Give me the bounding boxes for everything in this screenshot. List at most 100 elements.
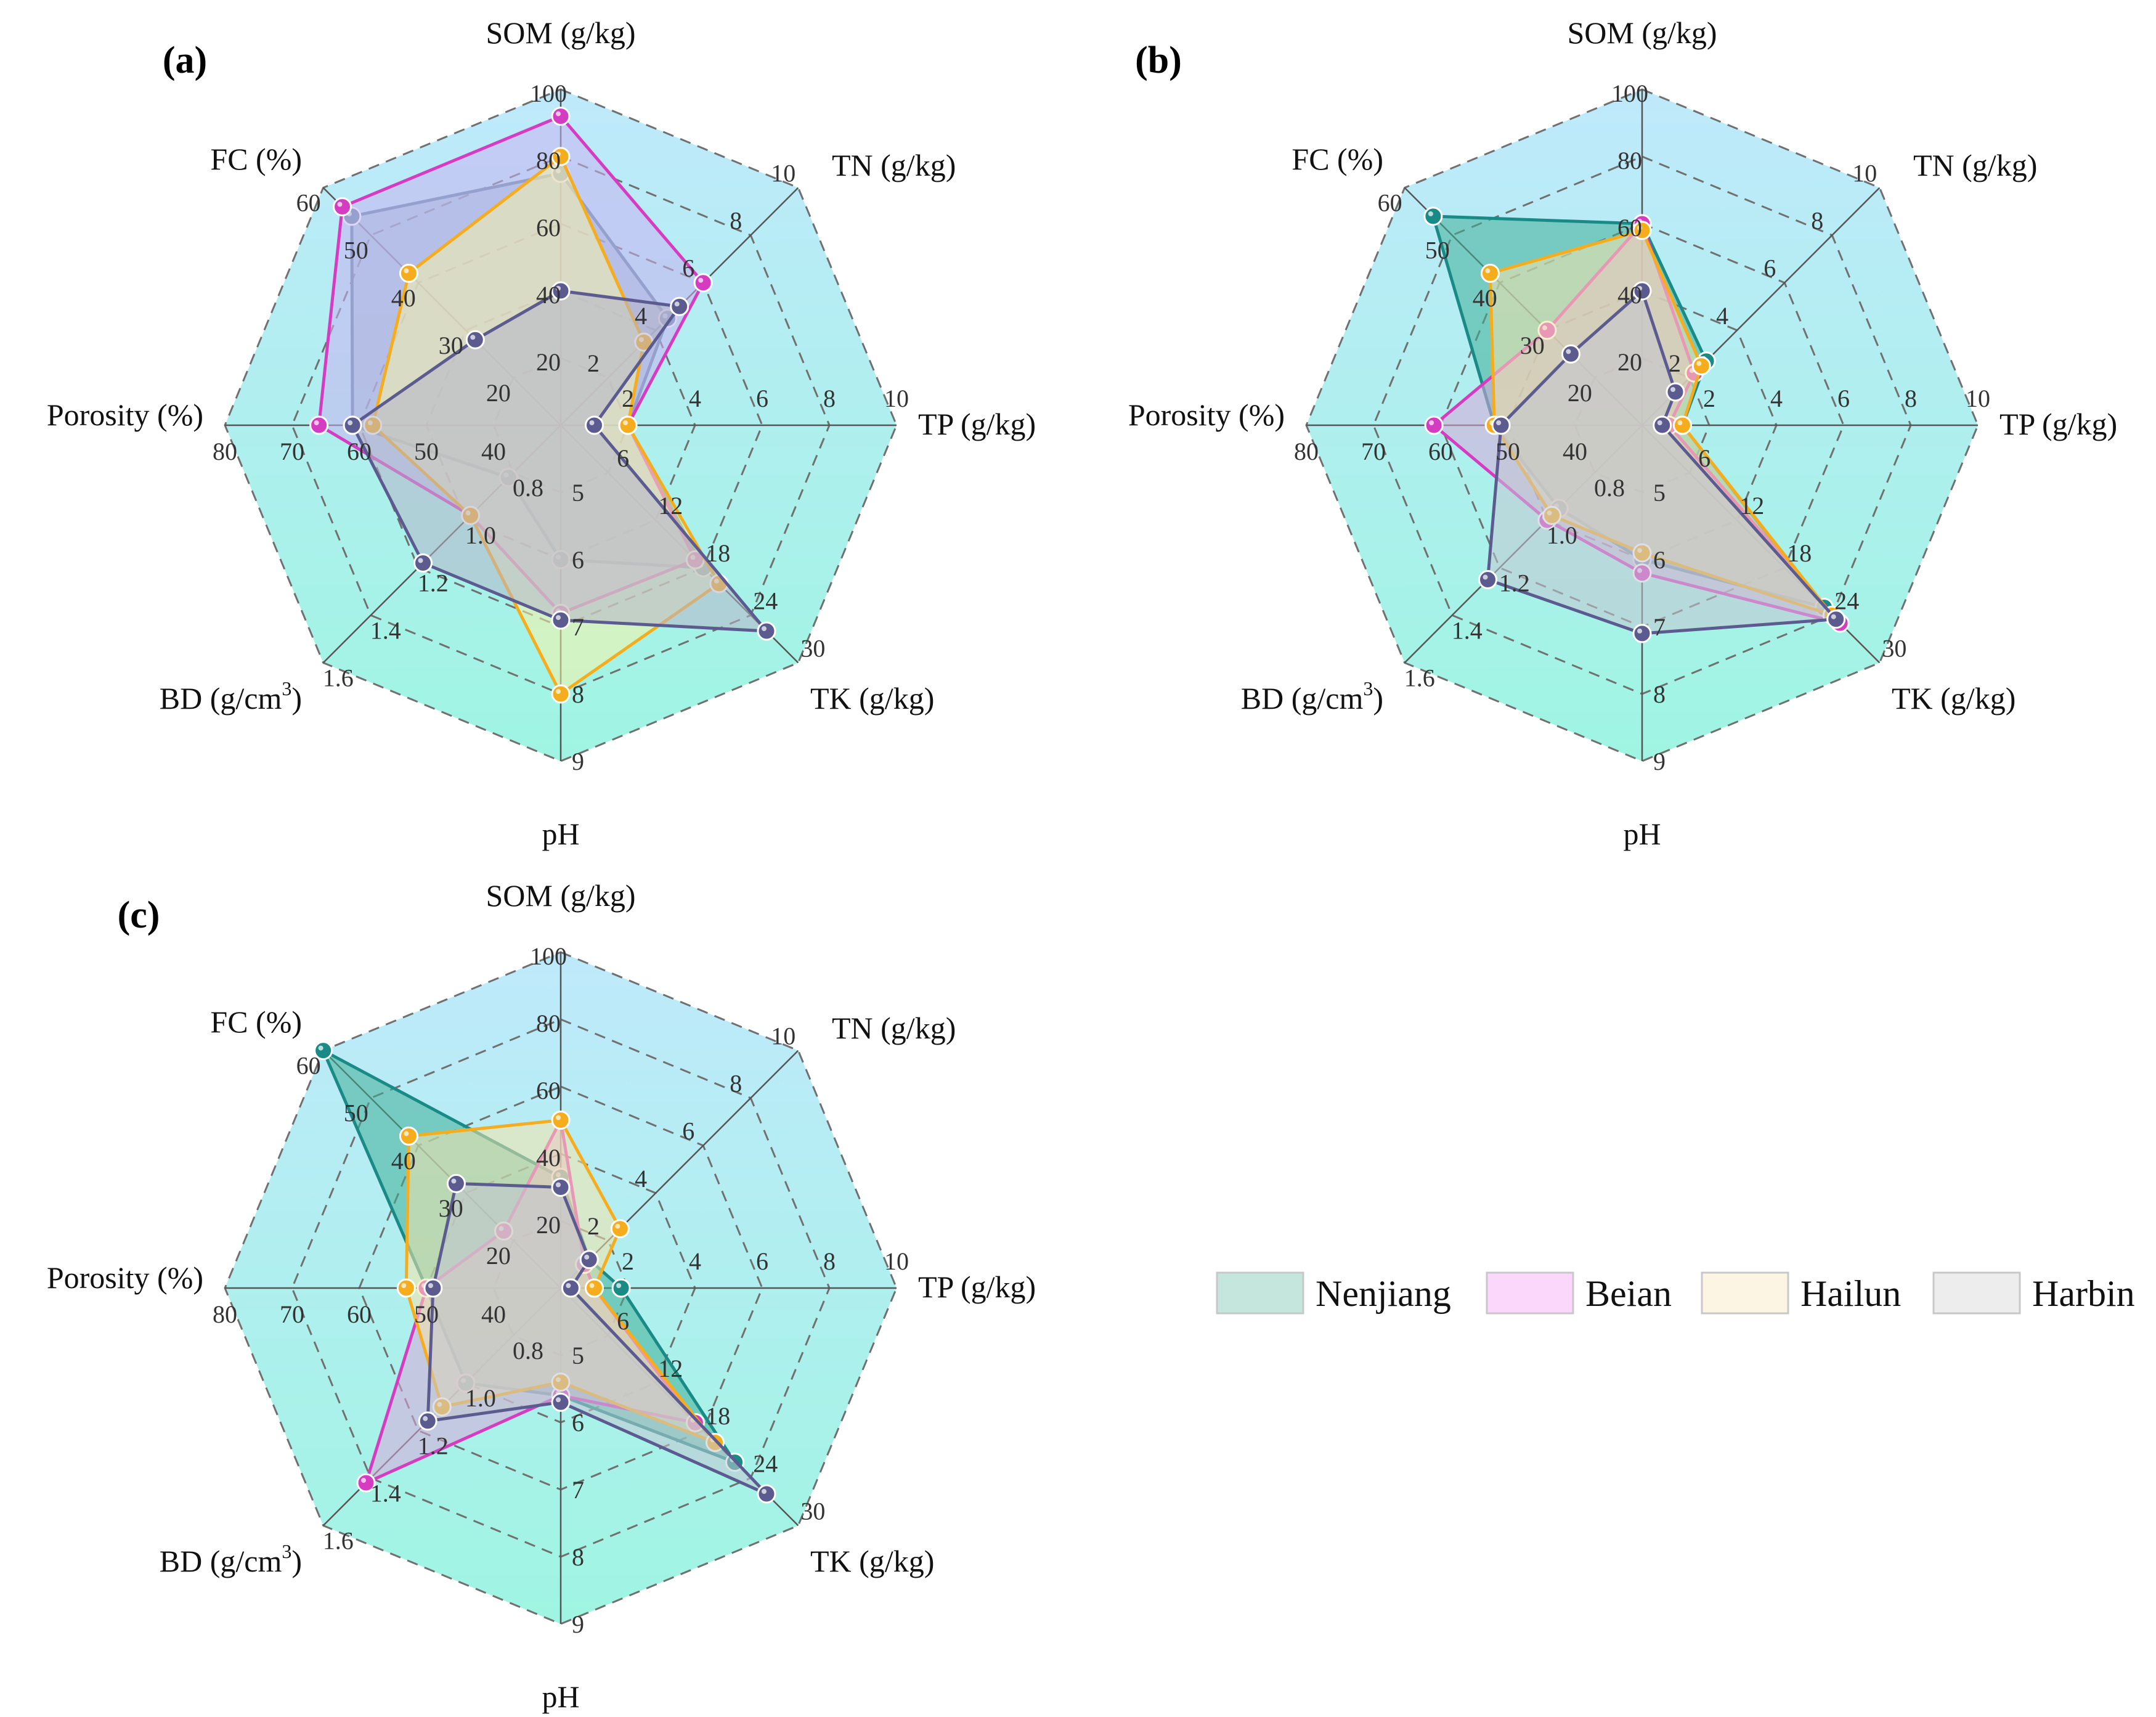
axis-title-tk-g-kg: TK (g/kg): [1892, 681, 2016, 716]
tick-label: 30: [439, 1194, 463, 1222]
data-point-highlight: [556, 111, 561, 116]
tick-label: 4: [635, 1165, 647, 1193]
tick-label: 30: [800, 1497, 825, 1525]
tick-label: 80: [536, 1009, 561, 1037]
tick-label: 80: [1294, 438, 1319, 465]
tick-label: 1.2: [1499, 569, 1530, 597]
panel-label: (c): [118, 894, 160, 936]
data-point-highlight: [584, 1254, 590, 1260]
tick-label: 7: [572, 1476, 584, 1504]
data-point-fc: [399, 1126, 418, 1146]
data-point-tn-g-kg: [693, 273, 713, 293]
data-point-highlight: [589, 1283, 595, 1288]
axis-title-som-g-kg: SOM (g/kg): [486, 878, 635, 913]
data-point-highlight: [428, 1283, 433, 1288]
tick-label: 0.8: [513, 474, 543, 502]
tick-label: 20: [486, 379, 511, 407]
axis-title-som-g-kg: SOM (g/kg): [486, 15, 635, 50]
tick-label: 2: [622, 385, 634, 412]
data-point-tp-g-kg: [585, 415, 604, 435]
axis-title-fc: FC (%): [1292, 142, 1383, 176]
tick-label: 9: [572, 748, 584, 775]
data-point-fc: [333, 197, 352, 216]
axis-title-fc: FC (%): [210, 142, 302, 176]
data-point-porosity: [423, 1278, 443, 1298]
data-point-tk-g-kg: [1826, 610, 1846, 629]
data-point-highlight: [698, 277, 704, 283]
tick-label: 60: [347, 1300, 372, 1328]
tick-label: 40: [391, 284, 416, 312]
tick-label: 1.2: [418, 1432, 449, 1459]
data-point-highlight: [556, 1115, 561, 1120]
data-point-fc: [399, 263, 418, 283]
tick-label: 50: [414, 1300, 439, 1328]
tick-label: 4: [689, 385, 701, 412]
data-point-highlight: [1677, 420, 1683, 425]
tick-label: 50: [1425, 237, 1450, 264]
tick-label: 8: [823, 1247, 836, 1275]
axis-title-tp-g-kg: TP (g/kg): [1999, 407, 2117, 441]
data-point-fc: [1561, 344, 1580, 364]
data-point-ph: [551, 684, 571, 704]
data-point-porosity: [1424, 415, 1444, 435]
tick-label: 8: [730, 1070, 742, 1098]
tick-label: 10: [771, 160, 795, 187]
tick-label: 9: [572, 1610, 584, 1638]
tick-label: 7: [1653, 613, 1666, 641]
data-point-tn-g-kg: [610, 1219, 630, 1239]
data-point-highlight: [470, 335, 476, 340]
legend-swatch-nenjiang: [1216, 1271, 1304, 1315]
tick-label: 70: [280, 438, 304, 465]
data-point-highlight: [674, 301, 680, 307]
tick-label: 2: [1703, 385, 1715, 412]
tick-label: 60: [536, 214, 561, 242]
data-point-highlight: [762, 1489, 767, 1494]
tick-label: 20: [536, 1211, 561, 1239]
tick-label: 40: [391, 1147, 416, 1175]
legend-label-beian: Beian: [1585, 1273, 1672, 1314]
data-point-highlight: [556, 152, 561, 157]
panel-label: (a): [163, 39, 207, 81]
data-point-tk-g-kg: [757, 1484, 776, 1504]
tick-label: 6: [1763, 255, 1776, 282]
tick-label: 80: [213, 1300, 237, 1328]
data-point-highlight: [404, 1131, 409, 1136]
tick-label: 5: [572, 479, 584, 507]
data-point-ph: [551, 1392, 571, 1412]
data-point-highlight: [589, 420, 595, 425]
tick-label: 60: [296, 189, 321, 217]
data-point-tp-g-kg: [1653, 415, 1672, 435]
tick-label: 1.0: [1547, 521, 1577, 549]
tick-label: 2: [622, 1247, 634, 1275]
data-point-highlight: [1657, 420, 1662, 425]
data-point-highlight: [348, 420, 353, 425]
data-point-highlight: [1428, 211, 1433, 216]
tick-label: 6: [756, 1247, 768, 1275]
data-point-fc: [1423, 206, 1443, 226]
tick-label: 70: [280, 1300, 304, 1328]
tick-label: 40: [481, 1300, 506, 1328]
tick-label: 6: [756, 385, 768, 412]
axis-title-ph: pH: [1623, 817, 1661, 851]
data-point-highlight: [556, 615, 561, 621]
data-point-highlight: [423, 1416, 428, 1421]
data-point-highlight: [566, 1283, 571, 1288]
tick-label: 1.4: [370, 616, 401, 644]
axis-title-fc: FC (%): [210, 1005, 302, 1039]
tick-label: 80: [536, 147, 561, 174]
data-point-highlight: [318, 1045, 323, 1051]
tick-label: 24: [753, 1450, 778, 1477]
tick-label: 40: [1473, 284, 1497, 312]
tick-label: 80: [213, 438, 237, 465]
legend-label-hailun: Hailun: [1800, 1273, 1901, 1314]
data-point-tn-g-kg: [1691, 356, 1711, 376]
tick-label: 6: [617, 444, 629, 472]
axis-title-tp-g-kg: TP (g/kg): [918, 407, 1036, 441]
tick-label: 5: [1653, 479, 1666, 507]
tick-label: 8: [1811, 207, 1823, 235]
axis-title-tn-g-kg: TN (g/kg): [832, 1011, 956, 1045]
tick-label: 2: [587, 349, 600, 377]
tick-label: 10: [1966, 385, 1990, 412]
data-point-fc: [446, 1173, 466, 1193]
